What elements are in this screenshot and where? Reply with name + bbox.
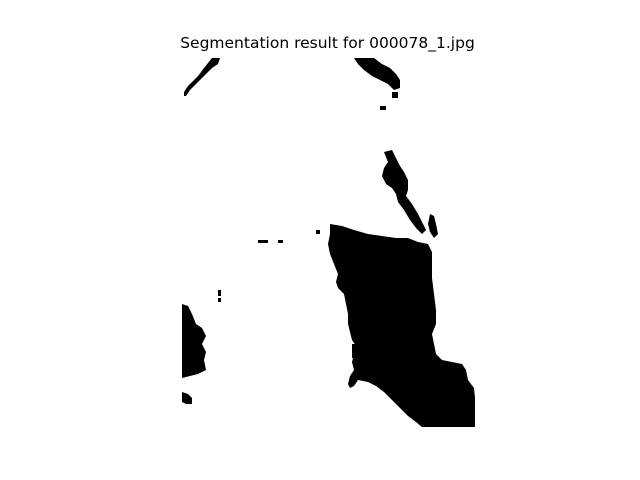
segmentation-mask-svg [182,58,475,427]
mask-region-dash-2 [278,240,283,243]
mask-region-upper-finger [382,150,426,234]
mask-region-top-left-streak [184,58,220,96]
segmentation-mask-image [182,58,475,427]
figure-title: Segmentation result for 000078_1.jpg [180,34,475,52]
mask-region-dash-1 [258,240,268,243]
mask-region-left-edge-bottom [182,392,192,404]
mask-region-dash-5 [218,298,221,302]
mask-region-dash-4 [218,290,221,296]
mask-region-left-edge-blob [182,304,206,378]
mask-region-main-notch [352,344,356,358]
mask-region-upper-finger-tip [428,214,438,238]
mask-region-main-body [328,224,475,427]
mask-region-top-right-blob [354,58,400,90]
mask-region-small-dash-top [380,106,386,110]
mask-region-dash-3 [316,230,320,234]
mask-region-top-right-speck [392,92,398,98]
